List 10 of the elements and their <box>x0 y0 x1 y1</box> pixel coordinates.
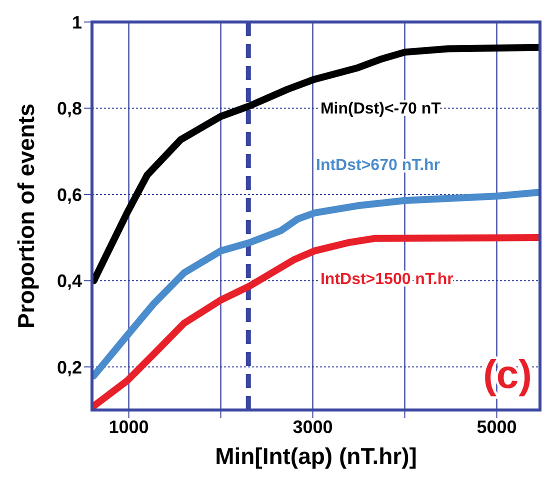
y-tick-label: 0,8 <box>56 98 82 119</box>
y-axis-title: Proportion of events <box>13 104 39 328</box>
y-tick-label: 1 <box>72 12 82 32</box>
x-tick-label: 3000 <box>292 416 333 437</box>
x-tick-label: 5000 <box>476 416 517 437</box>
y-tick-label: 0,4 <box>56 271 82 292</box>
x-axis-title: Min[Int(ap) (nT.hr)] <box>215 443 417 469</box>
x-tick-label: 1000 <box>108 416 149 437</box>
y-tick-label: 0,2 <box>56 357 82 378</box>
y-tick-label: 0,6 <box>56 184 82 205</box>
